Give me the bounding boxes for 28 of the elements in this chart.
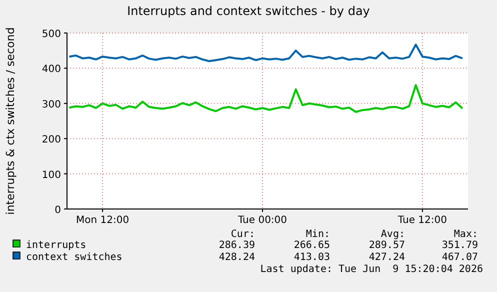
y-axis-title: interrupts & ctx switches / second bbox=[4, 27, 17, 215]
text: 467.07 bbox=[442, 252, 478, 263]
text: 351.79 bbox=[442, 240, 478, 251]
x-tick-label: Mon 12:00 bbox=[76, 215, 130, 226]
x-tick-label: Tue 12:00 bbox=[396, 215, 447, 226]
text: 266.65 bbox=[294, 240, 330, 251]
y-tick-label: 200 bbox=[42, 134, 61, 146]
text: 427.24 bbox=[368, 252, 405, 263]
text: 428.24 bbox=[218, 252, 255, 263]
y-tick-label: 0 bbox=[54, 205, 61, 216]
text: Max: bbox=[454, 229, 478, 240]
legend-label: context switches bbox=[26, 252, 122, 263]
legend-label: interrupts bbox=[26, 240, 86, 251]
text: 286.39 bbox=[218, 240, 255, 251]
text: Cur: bbox=[230, 229, 255, 240]
chart-title: Interrupts and context switches - by day bbox=[127, 4, 370, 18]
text: 289.57 bbox=[368, 240, 405, 251]
y-tick-label: 300 bbox=[42, 99, 61, 110]
y-tick-label: 100 bbox=[42, 170, 61, 181]
y-tick-label: 400 bbox=[42, 64, 61, 76]
text: 413.03 bbox=[294, 252, 330, 263]
text: Min: bbox=[306, 229, 330, 240]
text: Last update: Tue Jun 9 15:20:04 2026 bbox=[260, 264, 483, 275]
line-series bbox=[68, 84, 464, 113]
y-tick-label: 500 bbox=[42, 29, 61, 40]
line-series bbox=[68, 44, 464, 62]
x-tick-label: Tue 00:00 bbox=[236, 215, 288, 226]
text: Avg: bbox=[380, 229, 405, 240]
